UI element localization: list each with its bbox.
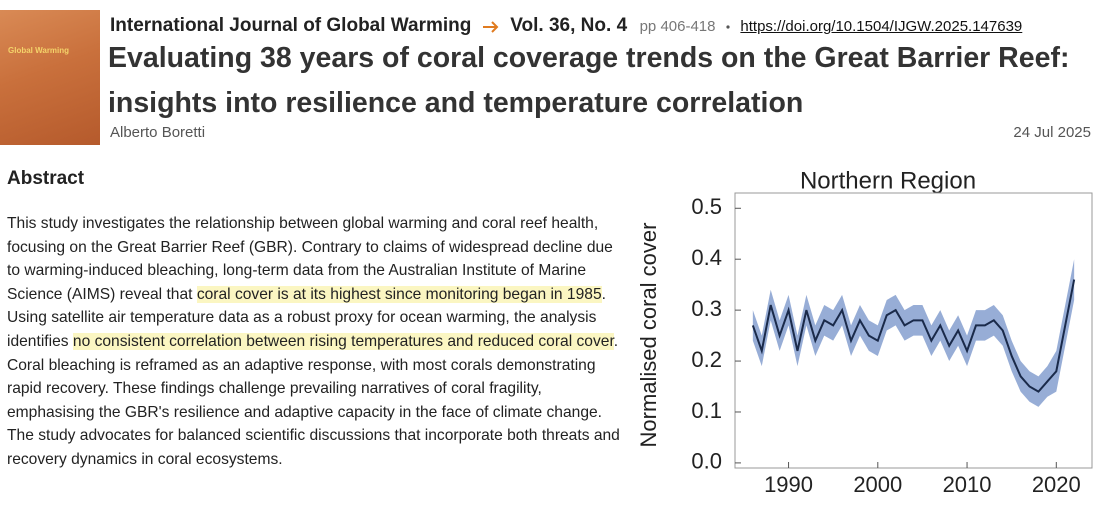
article-title: Evaluating 38 years of coral coverage tr… — [108, 42, 1070, 119]
separator-dot — [726, 25, 730, 29]
chart-title: Northern Region — [800, 167, 976, 194]
abstract-text: This study investigates the relationship… — [7, 215, 613, 303]
x-tick-label: 2020 — [1032, 472, 1081, 497]
journal-line: International Journal of Global Warming … — [110, 14, 1022, 39]
y-tick-label: 0.3 — [691, 296, 722, 321]
y-axis-label: Normalised coral cover — [636, 223, 661, 448]
highlighted-text: coral cover is at its highest since moni… — [196, 285, 602, 303]
y-tick-label: 0.1 — [691, 398, 722, 423]
abstract-heading: Abstract — [7, 168, 85, 189]
confidence-band — [752, 259, 1075, 407]
author[interactable]: Alberto Boretti — [110, 124, 206, 141]
abstract-text: . Using satellite air temperature data a… — [7, 285, 606, 350]
abstract-body: This study investigates the relationship… — [7, 212, 625, 472]
highlighted-text: no consistent correlation between rising… — [72, 332, 614, 350]
x-tick-label: 1990 — [764, 472, 813, 497]
x-tick-label: 2010 — [943, 472, 992, 497]
y-tick-label: 0.5 — [691, 194, 722, 219]
y-tick-label: 0.2 — [691, 347, 722, 372]
coral-cover-line — [751, 279, 1076, 393]
x-tick-label: 2000 — [853, 472, 902, 497]
y-tick-label: 0.0 — [691, 449, 722, 474]
journal-cover: Global Warming — [0, 10, 100, 145]
publication-date: 24 Jul 2025 — [1013, 124, 1091, 141]
chart: Northern Region Normalised coral cover 0… — [625, 160, 1103, 513]
cover-text: Global Warming — [8, 46, 70, 55]
abstract-text: . Coral bleaching is reframed as an adap… — [7, 332, 620, 468]
journal-name[interactable]: International Journal of Global Warming — [110, 15, 472, 36]
arrow-icon — [482, 21, 499, 33]
doi-link[interactable]: https://doi.org/10.1504/IJGW.2025.147639 — [740, 18, 1023, 35]
volume[interactable]: Vol. 36, No. 4 — [510, 15, 628, 36]
plot-frame — [734, 192, 1093, 469]
y-tick-label: 0.4 — [691, 245, 722, 270]
pages: pp 406-418 — [639, 18, 716, 35]
